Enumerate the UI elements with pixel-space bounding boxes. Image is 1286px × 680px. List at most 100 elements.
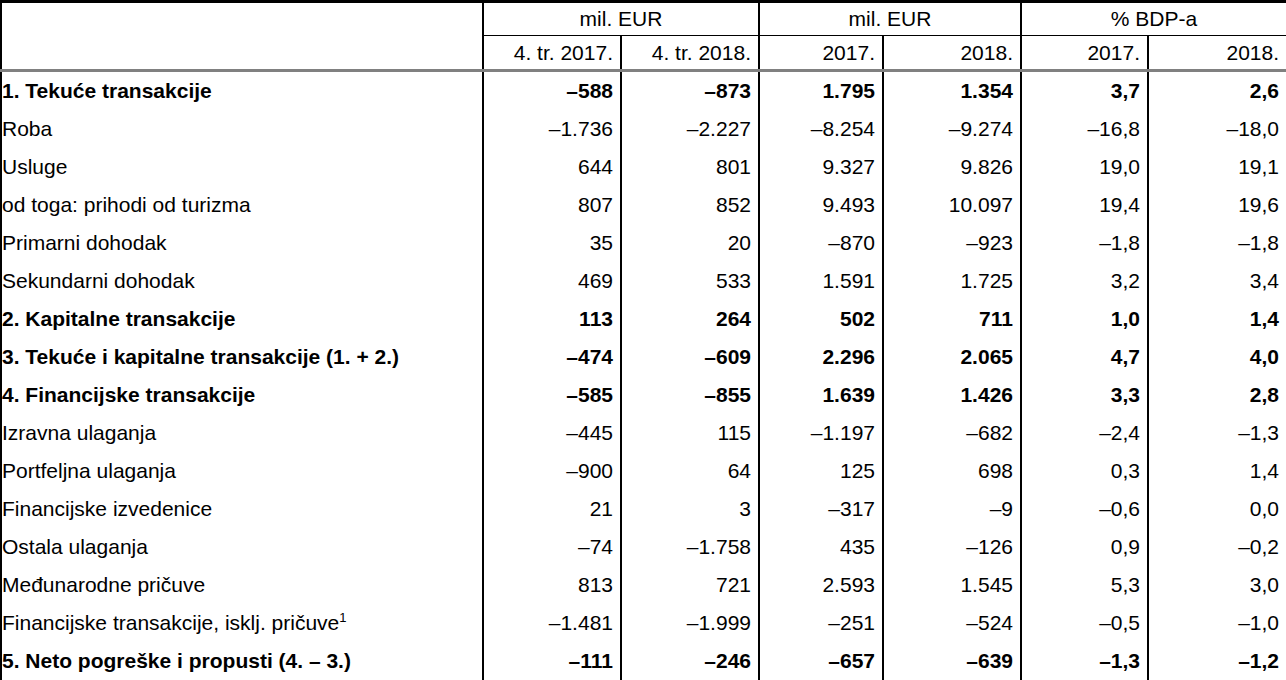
row-label-text: Financijske transakcije, isklj. pričuve (2, 611, 339, 634)
table-row: od toga: prihodi od turizma 8078529.49310… (1, 186, 1286, 224)
row-label-text: 2. Kapitalne transakcije (2, 307, 235, 330)
value-cell: 807 (483, 186, 621, 224)
row-label-text: 1. Tekuće transakcije (2, 79, 212, 102)
value-cell: 1,4 (1148, 300, 1286, 338)
value-cell: 0,0 (1148, 490, 1286, 528)
value-cell: 115 (621, 414, 759, 452)
row-label: od toga: prihodi od turizma (1, 186, 483, 224)
value-cell: –2,4 (1021, 414, 1148, 452)
table-body: 1. Tekuće transakcije–588–8731.7951.3543… (1, 71, 1286, 680)
row-label: Financijske transakcije, isklj. pričuve1 (1, 604, 483, 642)
table-row: Roba–1.736–2.227–8.254–9.274–16,8–18,0 (1, 110, 1286, 148)
row-label: Sekundarni dohodak (1, 262, 483, 300)
table-row: Sekundarni dohodak4695331.5911.7253,23,4 (1, 262, 1286, 300)
column-header-2017-eur: 2017. (759, 36, 883, 71)
value-cell: 3,3 (1021, 376, 1148, 414)
row-label: Financijske izvedenice (1, 490, 483, 528)
footnote-marker: 1 (339, 610, 346, 625)
value-cell: 2.065 (883, 338, 1021, 376)
value-cell: 264 (621, 300, 759, 338)
table-row: Portfeljna ulaganja–900641256980,31,4 (1, 452, 1286, 490)
table-row: Ostala ulaganja–74–1.758435–1260,9–0,2 (1, 528, 1286, 566)
table-row: Financijske izvedenice213–317–9–0,60,0 (1, 490, 1286, 528)
value-cell: 9.826 (883, 148, 1021, 186)
value-cell: –870 (759, 224, 883, 262)
row-label-text: Usluge (2, 155, 67, 178)
value-cell: 9.327 (759, 148, 883, 186)
row-label-text: Ostala ulaganja (2, 535, 148, 558)
value-cell: 4,7 (1021, 338, 1148, 376)
value-cell: 35 (483, 224, 621, 262)
row-label: Međunarodne pričuve (1, 566, 483, 604)
row-label: Portfeljna ulaganja (1, 452, 483, 490)
value-cell: –1.999 (621, 604, 759, 642)
value-cell: 19,1 (1148, 148, 1286, 186)
value-cell: –1,3 (1021, 642, 1148, 680)
value-cell: 10.097 (883, 186, 1021, 224)
value-cell: –1,3 (1148, 414, 1286, 452)
value-cell: 2.593 (759, 566, 883, 604)
table-row: 5. Neto pogreške i propusti (4. – 3.)–11… (1, 642, 1286, 680)
column-header-2018-eur: 2018. (883, 36, 1021, 71)
row-label-text: od toga: prihodi od turizma (2, 193, 251, 216)
value-cell: –682 (883, 414, 1021, 452)
value-cell: 533 (621, 262, 759, 300)
column-header-2018-bdp: 2018. (1148, 36, 1286, 71)
value-cell: 5,3 (1021, 566, 1148, 604)
value-cell: –873 (621, 71, 759, 111)
value-cell: –1.758 (621, 528, 759, 566)
value-cell: –900 (483, 452, 621, 490)
value-cell: 3,0 (1148, 566, 1286, 604)
value-cell: –609 (621, 338, 759, 376)
value-cell: 9.493 (759, 186, 883, 224)
value-cell: 113 (483, 300, 621, 338)
value-cell: 435 (759, 528, 883, 566)
value-cell: 1,4 (1148, 452, 1286, 490)
row-label: Usluge (1, 148, 483, 186)
value-cell: –111 (483, 642, 621, 680)
value-cell: –0,5 (1021, 604, 1148, 642)
row-label-text: Roba (2, 117, 52, 140)
value-cell: –474 (483, 338, 621, 376)
column-group-percent-bdp: % BDP-a (1021, 2, 1286, 36)
column-group-mil-eur-annual: mil. EUR (759, 2, 1021, 36)
value-cell: 1.426 (883, 376, 1021, 414)
row-label: 4. Financijske transakcije (1, 376, 483, 414)
row-label-text: Međunarodne pričuve (2, 573, 205, 596)
value-cell: –0,6 (1021, 490, 1148, 528)
value-cell: 2.296 (759, 338, 883, 376)
value-cell: –1,2 (1148, 642, 1286, 680)
value-cell: 852 (621, 186, 759, 224)
value-cell: 3,4 (1148, 262, 1286, 300)
value-cell: –639 (883, 642, 1021, 680)
value-cell: 1.354 (883, 71, 1021, 111)
row-label-column-header (1, 2, 483, 71)
value-cell: –0,2 (1148, 528, 1286, 566)
value-cell: –524 (883, 604, 1021, 642)
row-label: 2. Kapitalne transakcije (1, 300, 483, 338)
value-cell: –855 (621, 376, 759, 414)
value-cell: 3 (621, 490, 759, 528)
value-cell: –246 (621, 642, 759, 680)
value-cell: –9 (883, 490, 1021, 528)
value-cell: 21 (483, 490, 621, 528)
value-cell: 0,9 (1021, 528, 1148, 566)
row-label: 3. Tekuće i kapitalne transakcije (1. + … (1, 338, 483, 376)
table-row: 1. Tekuće transakcije–588–8731.7951.3543… (1, 71, 1286, 111)
balance-of-payments-table: mil. EUR mil. EUR % BDP-a 4. tr. 2017. 4… (0, 0, 1286, 680)
value-cell: 2,8 (1148, 376, 1286, 414)
value-cell: 1.591 (759, 262, 883, 300)
table-row: 4. Financijske transakcije–585–8551.6391… (1, 376, 1286, 414)
value-cell: 19,6 (1148, 186, 1286, 224)
value-cell: –18,0 (1148, 110, 1286, 148)
value-cell: 1.639 (759, 376, 883, 414)
value-cell: –1,0 (1148, 604, 1286, 642)
value-cell: –8.254 (759, 110, 883, 148)
table-row: Međunarodne pričuve8137212.5931.5455,33,… (1, 566, 1286, 604)
value-cell: 721 (621, 566, 759, 604)
value-cell: 813 (483, 566, 621, 604)
value-cell: –317 (759, 490, 883, 528)
row-label: Primarni dohodak (1, 224, 483, 262)
value-cell: –1,8 (1021, 224, 1148, 262)
table-row: 2. Kapitalne transakcije1132645027111,01… (1, 300, 1286, 338)
